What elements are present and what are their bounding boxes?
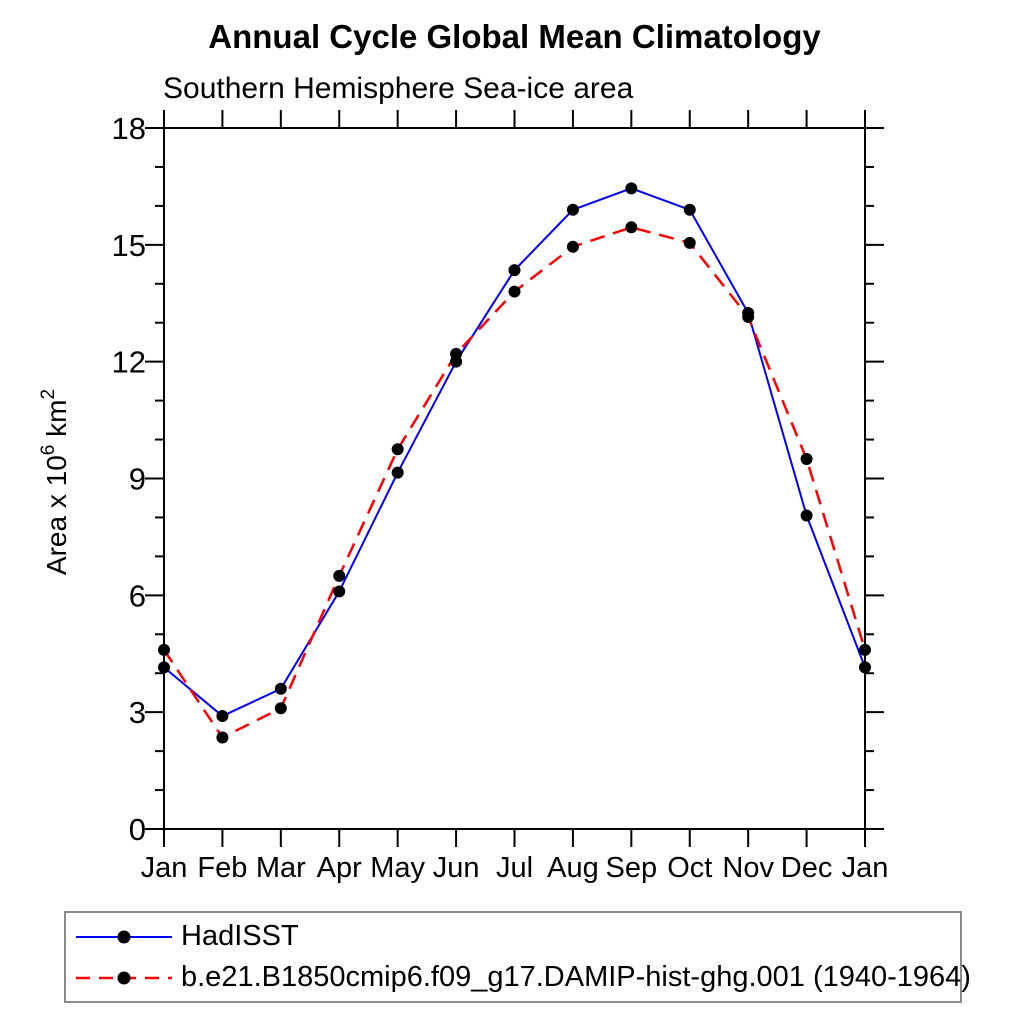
series-0-marker xyxy=(800,509,813,522)
series-0-marker xyxy=(859,661,871,674)
legend-sample-solid-blue-line xyxy=(76,930,172,943)
series-0-marker xyxy=(274,682,287,695)
x-tick-label: Jul xyxy=(496,852,533,884)
x-tick-label: May xyxy=(370,852,425,884)
legend-label-hadisst: HadISST xyxy=(181,920,299,952)
y-axis-title: Area x 106 km2 xyxy=(38,389,72,575)
series-0-marker xyxy=(333,585,346,598)
x-tick-label: Mar xyxy=(256,852,306,884)
series-1-marker xyxy=(508,285,521,298)
x-tick-label: Jan xyxy=(141,852,188,884)
series-0-marker xyxy=(158,661,170,674)
legend-marker-dot-icon xyxy=(117,930,131,943)
legend: HadISST b.e21.B1850cmip6.f09_g17.DAMIP-h… xyxy=(64,911,971,1003)
chart-subtitle: Southern Hemisphere Sea-ice area xyxy=(163,72,634,105)
legend-sample-dashed-red-line xyxy=(76,971,172,984)
plot-frame xyxy=(163,127,866,830)
series-1-marker xyxy=(859,643,871,656)
x-tick-label: Feb xyxy=(197,852,247,884)
y-tick-label: 3 xyxy=(129,695,146,730)
y-tick-label: 18 xyxy=(112,111,146,146)
x-tick-label: Dec xyxy=(781,852,833,884)
chart-title: Annual Cycle Global Mean Climatology xyxy=(208,18,821,55)
series-1-marker xyxy=(566,240,579,253)
series-0-marker xyxy=(683,203,696,216)
x-tick-label: Oct xyxy=(667,852,712,884)
series-1-marker xyxy=(333,569,346,582)
series-1-marker xyxy=(625,221,638,234)
series-0-marker xyxy=(566,203,579,216)
y-tick-label: 0 xyxy=(129,812,146,847)
series-1-marker xyxy=(450,347,463,360)
legend-item-model: b.e21.B1850cmip6.f09_g17.DAMIP-hist-ghg.… xyxy=(74,958,971,998)
series-0-marker xyxy=(216,710,229,723)
series-1-marker xyxy=(274,702,287,715)
series-1-marker xyxy=(800,453,813,466)
x-tick-label: Nov xyxy=(722,852,774,884)
y-tick-label: 12 xyxy=(112,345,146,380)
series-1-marker xyxy=(391,443,404,456)
y-tick-label: 15 xyxy=(112,228,146,263)
series-1-marker xyxy=(158,643,170,656)
legend-label-model: b.e21.B1850cmip6.f09_g17.DAMIP-hist-ghg.… xyxy=(181,961,971,993)
y-tick-label: 9 xyxy=(129,462,146,497)
x-tick-label: Jun xyxy=(433,852,480,884)
legend-item-hadisst: HadISST xyxy=(74,917,956,957)
series-0-marker xyxy=(625,182,638,195)
x-tick-label: Aug xyxy=(547,852,599,884)
series-0-marker xyxy=(391,466,404,479)
y-tick-label: 6 xyxy=(129,578,146,613)
x-tick-label: Jan xyxy=(842,852,889,884)
series-0-marker xyxy=(508,264,521,277)
series-1-marker xyxy=(742,310,755,323)
x-tick-label: Sep xyxy=(606,852,658,884)
x-tick-label: Apr xyxy=(317,852,362,884)
series-1-marker xyxy=(216,731,229,744)
series-1-line xyxy=(162,226,867,740)
legend-marker-dot-icon xyxy=(117,971,131,984)
series-1-marker xyxy=(683,236,696,249)
